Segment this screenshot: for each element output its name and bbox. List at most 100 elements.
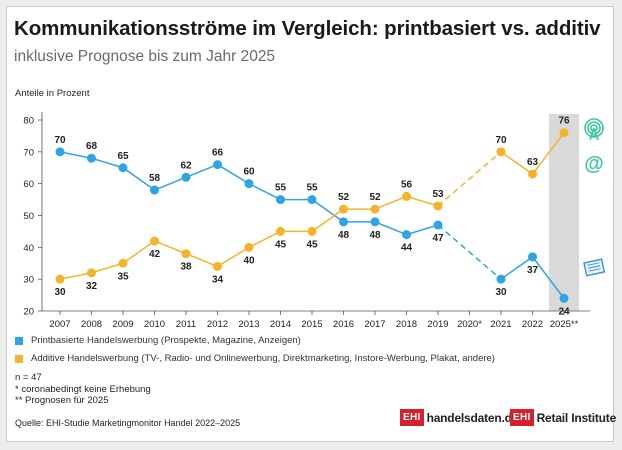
data-label-print: 58 — [149, 173, 161, 184]
x-tick-label: 2017 — [364, 319, 385, 330]
data-label-additive: 52 — [338, 192, 350, 203]
x-tick-label: 2020* — [457, 319, 482, 330]
data-label-print: 24 — [558, 306, 570, 317]
y-tick-label: 50 — [23, 211, 34, 222]
x-tick-label: 2011 — [176, 319, 196, 330]
data-label-print: 47 — [432, 233, 444, 244]
antenna-icon — [584, 118, 604, 141]
series-line-additive — [91, 262, 124, 274]
x-tick-label: 2016 — [333, 319, 354, 330]
chart-card — [6, 6, 614, 442]
ehi-logo-box-2: EHI — [510, 409, 534, 426]
chart-title: Kommunikationsströme im Vergleich: print… — [14, 17, 601, 40]
series-line-print — [374, 221, 407, 236]
data-point-print — [118, 163, 128, 173]
x-tick-label: 2013 — [238, 319, 259, 330]
chart-subtitle: inklusive Prognose bis zum Jahr 2025 — [14, 48, 276, 65]
series-line-additive — [406, 195, 439, 207]
data-point-additive — [213, 261, 222, 271]
data-point-additive — [307, 226, 317, 236]
data-point-print — [213, 160, 222, 170]
legend-label-print: Printbasierte Handelswerbung (Prospekte,… — [31, 335, 301, 346]
series-line-print — [154, 176, 187, 191]
note-covid: * coronabedingt keine Erhebung — [15, 383, 151, 395]
data-label-additive: 76 — [558, 116, 570, 127]
x-tick-label: 2012 — [207, 319, 228, 330]
data-label-print: 44 — [401, 243, 413, 254]
series-line-additive — [154, 240, 187, 255]
series-line-additive — [217, 246, 250, 268]
data-point-additive — [370, 204, 380, 214]
data-point-additive — [181, 249, 191, 259]
series-line-print — [406, 224, 439, 236]
data-label-print: 60 — [243, 167, 255, 178]
data-label-print: 48 — [338, 230, 350, 241]
data-label-additive: 38 — [180, 262, 192, 273]
series-line-print — [122, 167, 155, 191]
series-line-print — [531, 256, 565, 299]
data-point-print — [276, 195, 285, 205]
data-point-additive — [276, 226, 285, 236]
series-line-print — [311, 198, 344, 223]
legend-swatch-print — [15, 336, 23, 345]
legend-item-additive: Additive Handelswerbung (TV-, Radio- und… — [15, 353, 495, 364]
data-label-print: 70 — [54, 135, 66, 146]
x-tick-label: 2009 — [112, 319, 133, 330]
series-line-additive — [59, 272, 92, 280]
data-point-additive — [244, 242, 254, 252]
series-line-print — [437, 224, 502, 280]
data-label-additive: 70 — [495, 135, 507, 146]
y-tick-label: 30 — [23, 275, 34, 286]
x-tick-label: 2007 — [49, 319, 70, 330]
x-tick-label: 2021 — [490, 319, 511, 330]
series-line-additive — [500, 151, 533, 175]
series-line-print — [185, 163, 218, 178]
series-line-additive — [185, 253, 218, 268]
data-point-additive — [150, 236, 159, 246]
data-point-print — [307, 195, 317, 205]
x-tick-label: 2025** — [550, 319, 579, 330]
data-label-print: 55 — [306, 183, 318, 194]
data-label-additive: 40 — [243, 255, 255, 266]
retail-institute-logo-text: Retail Institute — [536, 410, 617, 425]
newspaper-icon — [583, 258, 606, 277]
data-point-additive — [339, 204, 348, 214]
series-line-additive — [248, 230, 281, 249]
data-label-print: 37 — [527, 265, 539, 276]
y-tick-label: 80 — [23, 116, 34, 127]
data-label-additive: 45 — [275, 239, 287, 250]
data-point-print — [433, 220, 443, 230]
data-point-additive — [559, 128, 569, 138]
data-label-additive: 35 — [117, 271, 129, 282]
data-point-print — [402, 230, 411, 240]
data-label-print: 55 — [275, 183, 287, 194]
data-label-additive: 42 — [149, 249, 161, 260]
handelsdaten-logo-text: handelsdaten.de — [426, 410, 519, 425]
data-point-print — [55, 147, 65, 157]
handelsdaten-logo: EHI handelsdaten.de — [400, 409, 518, 426]
x-tick-label: 2008 — [81, 319, 102, 330]
data-point-print — [150, 185, 159, 195]
data-label-additive: 32 — [86, 281, 98, 292]
data-point-additive — [433, 201, 443, 211]
data-point-print — [244, 179, 254, 189]
x-tick-label: 2010 — [144, 319, 165, 330]
x-tick-label: 2018 — [396, 319, 417, 330]
x-tick-label: 2022 — [522, 319, 543, 330]
data-point-additive — [55, 274, 65, 284]
data-label-additive: 34 — [212, 274, 224, 285]
series-line-additive — [122, 240, 155, 264]
footnotes: n = 47 * coronabedingt keine Erhebung **… — [15, 372, 151, 407]
data-label-additive: 53 — [432, 189, 444, 200]
x-tick-label: 2014 — [270, 319, 291, 330]
series-line-additive — [311, 208, 344, 233]
data-point-print — [87, 153, 96, 163]
series-line-additive — [374, 195, 407, 210]
forecast-band — [549, 114, 579, 311]
series-line-print — [59, 151, 92, 159]
y-tick-label: 20 — [23, 307, 34, 318]
data-label-additive: 56 — [401, 179, 413, 190]
series-line-additive — [531, 132, 565, 175]
source-note: Quelle: EHI-Studie Marketingmonitor Hand… — [15, 418, 241, 428]
legend-label-additive: Additive Handelswerbung (TV-, Radio- und… — [31, 353, 495, 364]
